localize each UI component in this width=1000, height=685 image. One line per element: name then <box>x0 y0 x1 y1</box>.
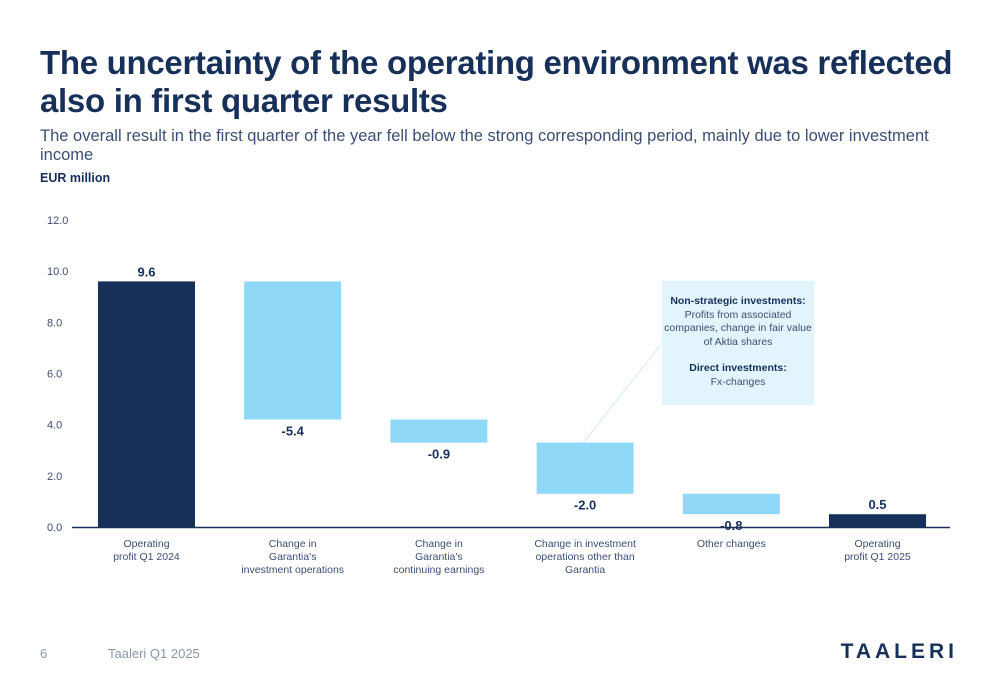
y-tick-label: 12.0 <box>47 215 68 227</box>
data-label: -5.4 <box>281 424 304 439</box>
category-label-line: Change in investment <box>534 538 636 550</box>
unit-label: EUR million <box>40 171 111 185</box>
category-label: Change in Garantia's investment operations <box>241 538 344 576</box>
category-label-line: Operating <box>854 538 900 550</box>
callout-body-direct: Fx-changes <box>710 375 766 388</box>
category-label-line: profit Q1 2025 <box>844 551 911 563</box>
category-label: Operating profit Q1 2025 <box>844 538 911 563</box>
document-name: Taaleri Q1 2025 <box>108 646 200 661</box>
category-label-line: Garantia <box>565 564 605 576</box>
category-label: Change in Garantia's continuing earnings <box>393 538 484 576</box>
y-tick-label: 2.0 <box>47 471 62 483</box>
data-label: 0.5 <box>868 497 886 512</box>
bar-3 <box>536 442 634 494</box>
category-label-line: continuing earnings <box>393 564 484 576</box>
callout-body-non-strategic: Profits from associated companies, chang… <box>664 308 812 348</box>
category-label: Change in investment operations other tha… <box>534 538 636 576</box>
page-number: 6 <box>40 646 48 661</box>
category-label-line: Change in <box>269 538 317 550</box>
category-label-line: Change in <box>415 538 463 550</box>
data-label: -0.9 <box>428 447 450 462</box>
category-label-line: investment operations <box>241 564 344 576</box>
y-tick-label: 8.0 <box>47 317 62 329</box>
callout-heading-non-strategic: Non-strategic investments: <box>670 295 806 307</box>
callout-box: Non-strategic investments: Profits from … <box>662 281 814 405</box>
category-label-line: Operating <box>123 538 169 550</box>
callout-connector-line <box>582 342 663 444</box>
data-label: 9.6 <box>137 264 155 279</box>
y-tick-label: 0.0 <box>47 522 62 534</box>
bar-4 <box>682 493 780 515</box>
category-label-line: Other changes <box>697 538 766 550</box>
company-logo: TAALERI <box>840 640 958 663</box>
bar-0 <box>98 281 195 527</box>
category-label-line: Garantia's <box>415 551 463 563</box>
bar-5 <box>829 514 926 527</box>
category-label-line: profit Q1 2024 <box>113 551 180 563</box>
y-tick-label: 6.0 <box>47 369 62 381</box>
callout-heading-direct: Direct investments: <box>689 362 787 374</box>
page-subtitle: The overall result in the first quarter … <box>40 127 929 164</box>
bar-2 <box>390 419 488 443</box>
data-label: -0.8 <box>720 518 742 533</box>
category-label: Other changes <box>697 538 766 550</box>
category-label-line: operations other than <box>535 551 634 563</box>
category-label-line: Garantia's <box>269 551 317 563</box>
category-label: Operating profit Q1 2024 <box>113 538 180 563</box>
page-title: The uncertainty of the operating environ… <box>40 44 953 119</box>
y-tick-label: 10.0 <box>47 266 68 278</box>
bar-1 <box>244 281 342 420</box>
data-label: -2.0 <box>574 498 596 513</box>
y-tick-label: 4.0 <box>47 420 62 432</box>
